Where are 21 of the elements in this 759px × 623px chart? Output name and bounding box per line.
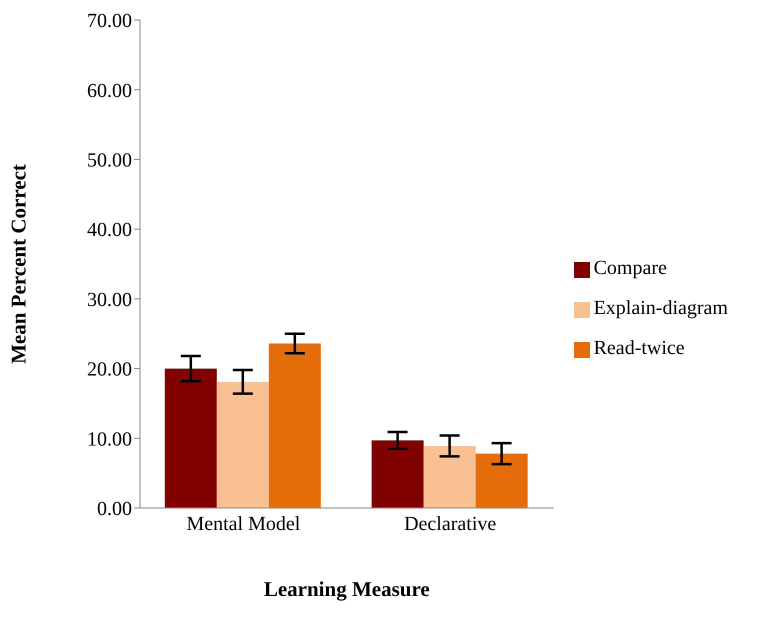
bar: [476, 454, 528, 508]
legend-label: Read-twice: [594, 337, 685, 359]
y-tick-label: 30.00: [87, 288, 132, 311]
bar: [372, 440, 424, 508]
y-tick-label: 10.00: [87, 428, 132, 450]
x-axis-title: Learning Measure: [264, 577, 430, 601]
y-tick-label: 20.00: [87, 358, 132, 381]
bar: [216, 382, 269, 508]
x-tick-label: Mental Model: [186, 513, 301, 536]
bar: [164, 368, 217, 508]
y-tick-label: 60.00: [87, 80, 132, 102]
x-tick-label: Declarative: [404, 513, 496, 536]
y-tick-label: 50.00: [87, 150, 132, 172]
bar: [424, 446, 476, 508]
y-tick-label: 40.00: [87, 219, 132, 242]
legend-label: Explain-diagram: [594, 297, 728, 319]
y-tick-label: 70.00: [87, 10, 132, 32]
legend-label: Compare: [594, 257, 667, 279]
y-axis-title: Mean Percent Correct: [6, 164, 30, 364]
bar: [268, 343, 321, 508]
y-tick-label: 0.00: [97, 498, 132, 520]
